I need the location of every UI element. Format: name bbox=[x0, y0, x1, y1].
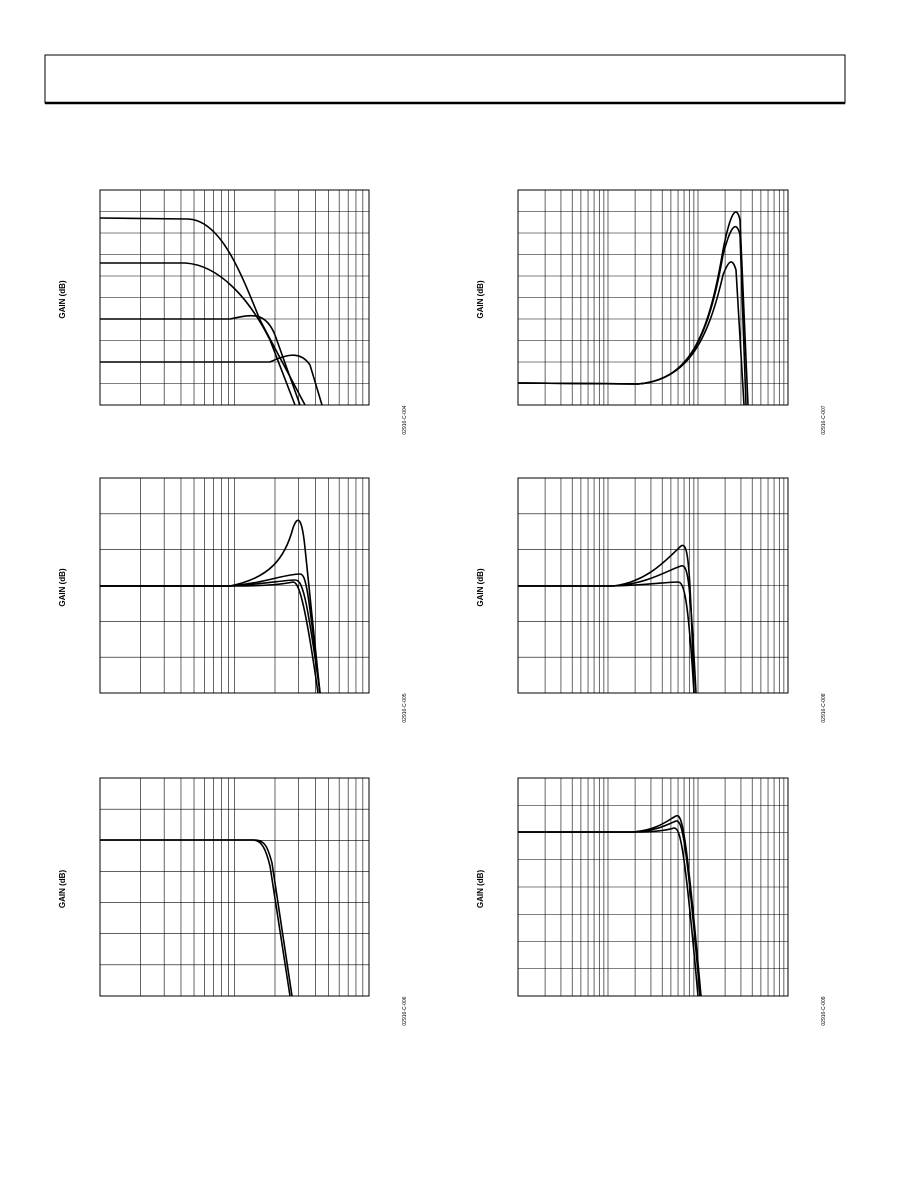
curve bbox=[99, 217, 306, 406]
figure-id: 02916-C-008 bbox=[821, 693, 827, 722]
curve bbox=[100, 519, 321, 694]
figure-id: 02916-C-006 bbox=[402, 996, 408, 1025]
plot bbox=[99, 189, 370, 406]
curve bbox=[518, 814, 702, 997]
y-axis-label: GAIN (dB) bbox=[58, 280, 67, 319]
curve bbox=[100, 839, 293, 997]
plot bbox=[517, 777, 789, 997]
y-axis-label: GAIN (dB) bbox=[58, 568, 67, 607]
curve bbox=[518, 565, 697, 694]
curve bbox=[100, 839, 291, 997]
curve bbox=[518, 827, 699, 997]
header-box bbox=[44, 54, 846, 104]
plot-frame bbox=[517, 477, 789, 694]
curve bbox=[518, 581, 695, 694]
y-axis-label: GAIN (dB) bbox=[476, 280, 485, 319]
plot bbox=[99, 777, 370, 997]
plot-frame bbox=[99, 189, 370, 406]
y-axis-label: GAIN (dB) bbox=[58, 870, 67, 909]
plot-frame bbox=[99, 477, 370, 694]
grid bbox=[100, 778, 369, 996]
plot bbox=[517, 477, 789, 694]
curve bbox=[518, 820, 701, 997]
plots: GAIN (dB) 02916-C-004 GAIN (dB) 02916-C-007… bbox=[58, 189, 827, 1026]
grid bbox=[518, 190, 788, 405]
grid bbox=[518, 778, 788, 996]
curve bbox=[517, 261, 745, 406]
plot bbox=[99, 477, 370, 694]
curve bbox=[100, 579, 321, 694]
plot-frame bbox=[517, 777, 789, 997]
curve bbox=[100, 581, 319, 694]
curve bbox=[100, 314, 301, 406]
figure-id: 02916-C-004 bbox=[402, 405, 408, 434]
curve bbox=[100, 573, 321, 694]
y-axis-label: GAIN (dB) bbox=[476, 568, 485, 607]
plot-frame bbox=[517, 189, 789, 406]
plot-frame bbox=[99, 777, 370, 997]
curve bbox=[518, 544, 695, 694]
curve bbox=[100, 262, 296, 406]
plot bbox=[517, 189, 789, 406]
grid bbox=[100, 190, 369, 405]
y-axis-label: GAIN (dB) bbox=[476, 870, 485, 909]
figure-id: 02916-C-009 bbox=[821, 996, 827, 1025]
figure-id: 02916-C-005 bbox=[402, 693, 408, 722]
figure-id: 02916-C-007 bbox=[821, 405, 827, 434]
curve bbox=[100, 354, 323, 406]
